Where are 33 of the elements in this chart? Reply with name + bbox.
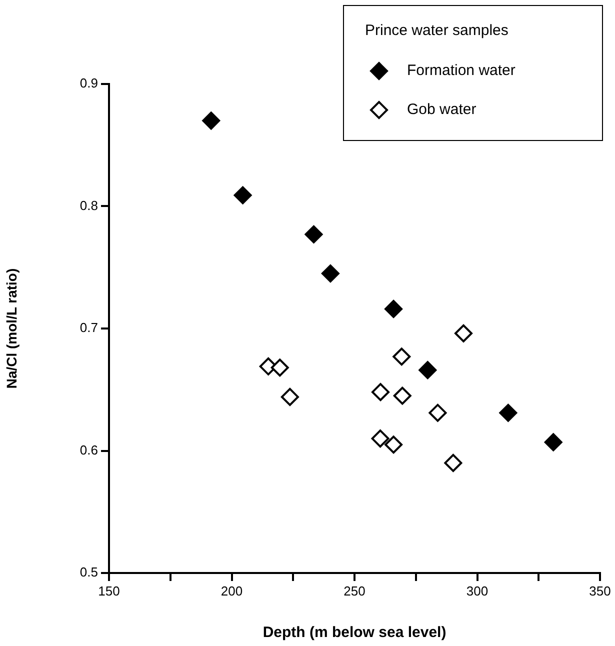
point — [444, 454, 462, 472]
y-tick-label: 0.7 — [80, 320, 98, 336]
y-axis-title: Na/Cl (mol/L ratio) — [3, 268, 20, 389]
legend-label: Formation water — [407, 62, 516, 80]
point — [202, 112, 220, 130]
point — [384, 436, 403, 454]
point — [372, 383, 390, 402]
point — [392, 348, 411, 366]
point — [428, 404, 447, 422]
y-tick-label: 0.6 — [80, 442, 98, 458]
x-tick-label: 350 — [589, 583, 611, 598]
point — [234, 186, 252, 204]
x-tick-label: 150 — [98, 583, 120, 598]
point — [393, 386, 412, 405]
x-tick-label: 250 — [344, 583, 366, 598]
point — [454, 324, 472, 342]
x-tick-label: 200 — [220, 583, 243, 598]
point — [384, 300, 403, 318]
point — [371, 430, 390, 448]
legend-title: Prince water samples — [365, 22, 508, 40]
y-tick-label: 0.9 — [80, 76, 98, 91]
x-tick-label: 300 — [466, 583, 488, 598]
x-axis-title: Depth (m below sea level) — [262, 624, 446, 642]
y-tick-label: 0.5 — [80, 564, 98, 580]
point — [499, 404, 518, 422]
point — [544, 433, 562, 452]
y-tick-label: 0.8 — [80, 198, 98, 213]
point — [270, 358, 289, 377]
point — [280, 388, 299, 406]
point — [321, 264, 340, 282]
point — [304, 225, 323, 244]
legend-label: Gob water — [407, 101, 476, 118]
point — [418, 361, 437, 380]
